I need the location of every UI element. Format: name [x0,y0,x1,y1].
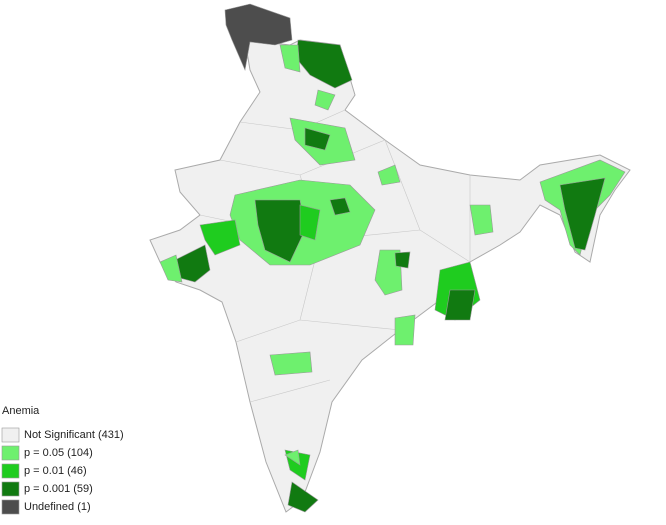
region [329,197,351,216]
legend-label: p = 0.001 (59) [24,483,93,495]
legend-label: p = 0.05 (104) [24,447,93,459]
legend: Anemia Not Significant (431) p = 0.05 (10… [1,405,124,515]
region [284,449,301,466]
region [394,251,411,269]
region [279,44,301,73]
legend-label: Not Significant (431) [24,429,124,441]
region [299,204,321,241]
legend-swatch [1,463,20,479]
region [377,164,401,186]
region [394,314,416,346]
legend-swatch [1,427,20,443]
legend-swatch [1,445,20,461]
regions [159,3,626,513]
legend-swatch [1,499,20,515]
region [224,3,293,72]
region [287,481,319,513]
legend-swatch [1,481,20,497]
region [469,204,494,236]
region [159,254,183,283]
region [269,351,313,376]
region [374,249,403,296]
legend-label: p = 0.01 (46) [24,465,87,477]
region [444,289,476,321]
region [304,127,331,151]
region [314,89,336,111]
region [254,199,306,263]
legend-title: Anemia [2,405,40,417]
legend-label: Undefined (1) [24,501,91,513]
region [559,177,606,251]
region [199,219,241,256]
